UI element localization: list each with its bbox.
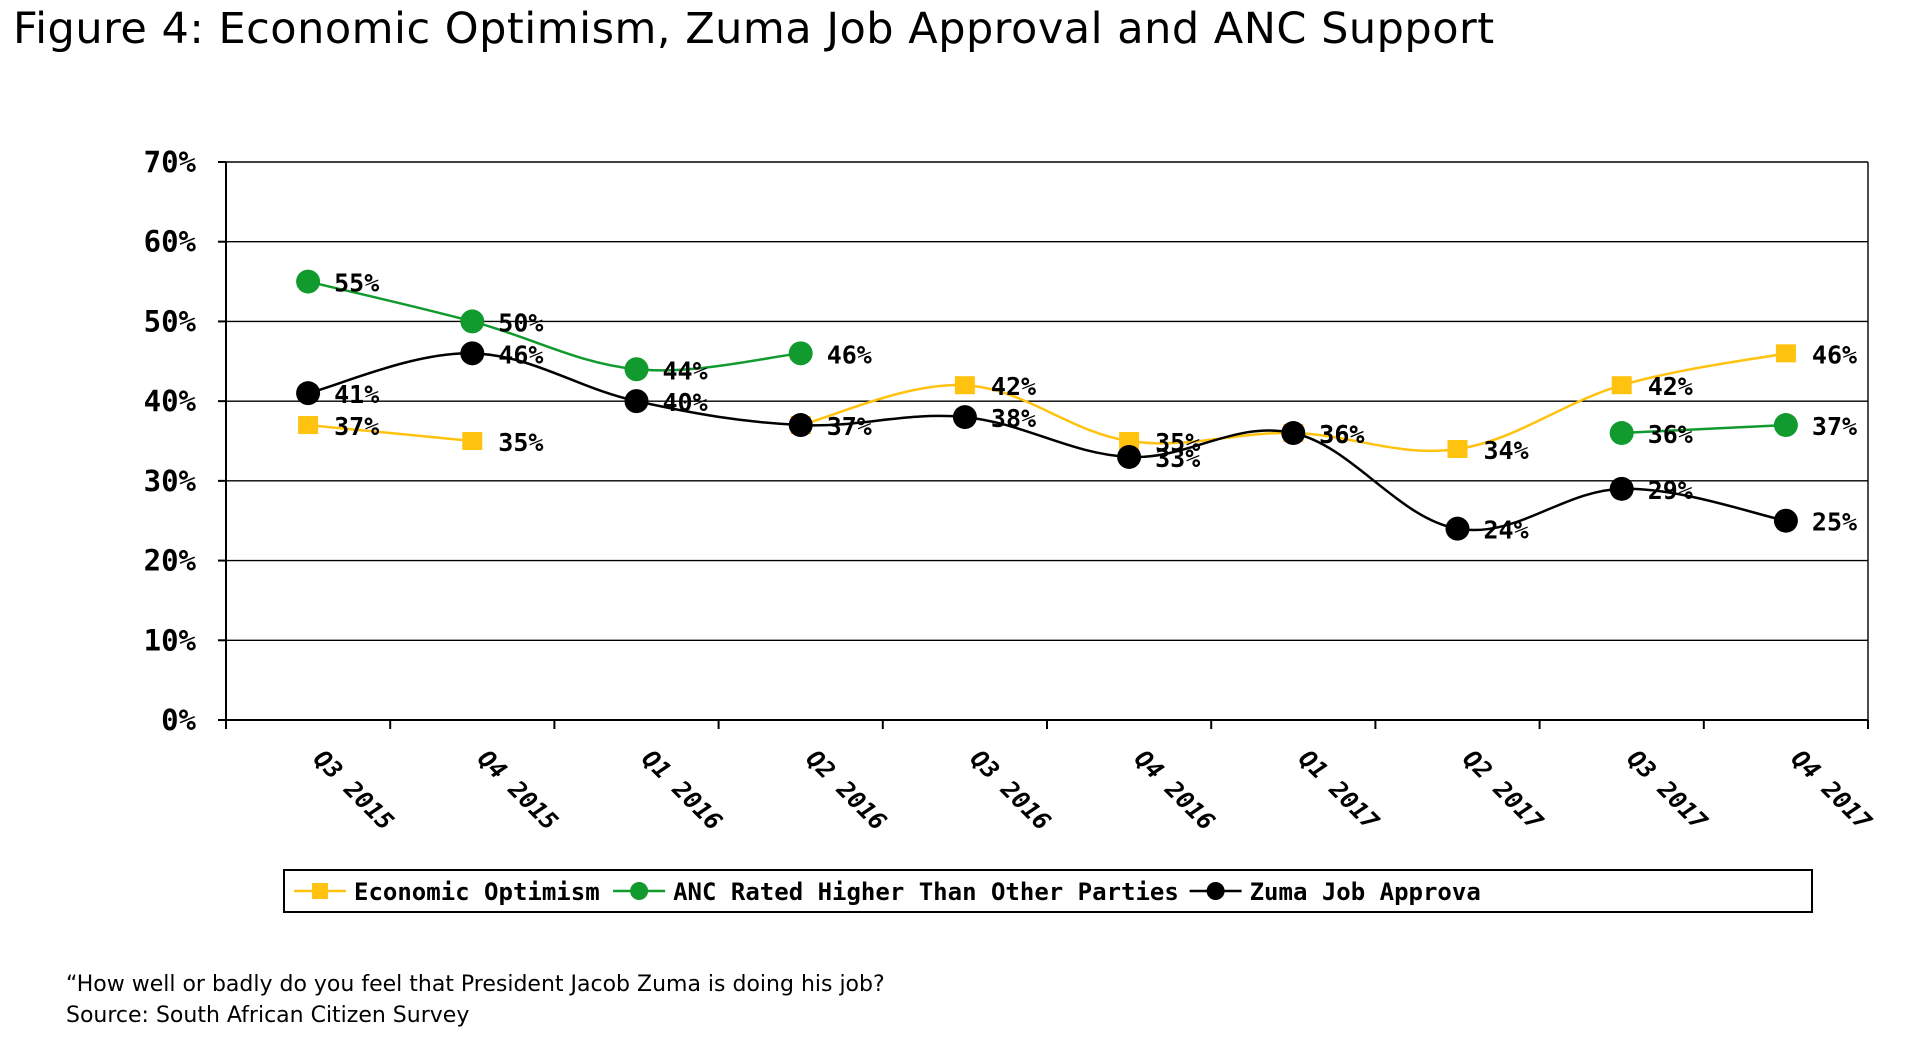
series-line [307, 280, 801, 372]
legend-item: Economic Optimism [294, 878, 600, 906]
data-label: 29% [1648, 476, 1693, 505]
chart-title: Figure 4: Economic Optimism, Zuma Job Ap… [13, 4, 1495, 54]
series-line [307, 423, 473, 443]
data-point [296, 269, 321, 294]
data-point [298, 416, 319, 435]
legend-marker-circle [1206, 882, 1225, 900]
y-axis-ticks: 0% 10% 20% 30% 40% 50% 60% 70% [144, 145, 226, 737]
data-point [624, 357, 649, 382]
data-point [462, 432, 483, 450]
y-tick-label: 0% [161, 703, 196, 737]
data-point [460, 309, 485, 334]
legend-item: ANC Rated Higher Than Other Parties [613, 878, 1179, 906]
y-tick-label: 40% [144, 384, 197, 418]
data-point [460, 341, 485, 366]
x-tick-label: Q3 2016 [965, 744, 1056, 835]
data-label: 46% [498, 340, 543, 369]
gridlines [226, 161, 1868, 641]
data-labels: 55% 50% 44% 46% 36% 37% 37% 35% 42% 35% 36% 34% 42% 4… [334, 269, 1857, 545]
x-tick-label: Q3 2015 [308, 744, 399, 835]
x-tick-label: Q3 2017 [1621, 744, 1713, 836]
y-tick-label: 70% [144, 145, 197, 179]
data-label: 42% [991, 372, 1036, 401]
data-label: 37% [1812, 412, 1857, 441]
data-point [1281, 421, 1306, 446]
data-label: 36% [1648, 420, 1693, 449]
data-point [1119, 432, 1140, 450]
data-label: 38% [991, 404, 1036, 433]
data-point [1773, 413, 1798, 438]
x-tick-label: Q4 2015 [472, 744, 563, 835]
data-point [624, 389, 649, 414]
series-line [1621, 423, 1786, 435]
x-tick-label: Q4 2017 [1786, 744, 1878, 836]
x-tick-label: Q1 2017 [1293, 744, 1385, 836]
data-point [788, 341, 813, 366]
data-point [954, 376, 975, 395]
footnote-question: “How well or badly do you feel that Pres… [66, 972, 885, 997]
data-point [1611, 376, 1632, 395]
data-label: 46% [1812, 340, 1857, 369]
data-label: 37% [827, 412, 872, 441]
data-point [296, 381, 321, 406]
data-point [1609, 421, 1634, 446]
y-tick-label: 20% [144, 544, 197, 578]
data-label: 36% [1319, 420, 1364, 449]
data-point [1117, 444, 1142, 469]
legend-label: Economic Optimism [354, 878, 600, 906]
legend-label: Zuma Job Approva [1250, 878, 1481, 906]
data-point [1609, 476, 1634, 501]
data-label: 46% [827, 340, 872, 369]
legend-marker-circle [630, 882, 649, 900]
data-label: 42% [1648, 372, 1693, 401]
data-label: 44% [663, 356, 708, 385]
footnote-source: Source: South African Citizen Survey [66, 1003, 470, 1028]
data-point [1445, 516, 1470, 541]
x-axis-ticks: Q3 2015 Q4 2015 Q1 2016 Q2 2016 Q3 2016 Q4 20… [225, 720, 1878, 836]
data-label: 25% [1812, 508, 1857, 537]
x-tick-label: Q4 2016 [1129, 744, 1220, 835]
data-point [788, 413, 813, 438]
legend-item: Zuma Job Approva [1189, 878, 1481, 906]
series-line [307, 352, 1787, 532]
legend-box [283, 869, 1813, 913]
y-tick-label: 60% [144, 225, 197, 259]
data-label: 35% [498, 428, 543, 457]
data-point [1775, 344, 1796, 363]
y-tick-label: 30% [144, 464, 197, 498]
data-label: 24% [1484, 516, 1529, 545]
x-tick-label: Q2 2016 [800, 744, 891, 835]
data-label: 55% [334, 269, 379, 298]
data-label: 34% [1484, 436, 1529, 465]
data-point [1773, 508, 1798, 533]
data-label: 40% [663, 388, 708, 417]
legend: Economic Optimism ANC Rated Higher Than O… [283, 869, 1813, 913]
data-label: 50% [498, 308, 543, 337]
y-tick-label: 50% [144, 304, 197, 338]
data-label: 36% [1319, 420, 1364, 449]
x-tick-label: Q1 2016 [636, 744, 727, 835]
legend-marker-square [312, 883, 328, 899]
data-label: 33% [1155, 444, 1200, 473]
data-point [1447, 439, 1468, 458]
x-tick-label: Q2 2017 [1457, 744, 1549, 836]
data-point [952, 405, 977, 430]
data-label: 37% [334, 412, 379, 441]
data-label: 41% [334, 380, 379, 409]
series-markers [296, 269, 1798, 541]
data-label: 35% [1155, 428, 1200, 457]
legend-label: ANC Rated Higher Than Other Parties [673, 878, 1179, 906]
y-tick-label: 10% [144, 623, 197, 657]
